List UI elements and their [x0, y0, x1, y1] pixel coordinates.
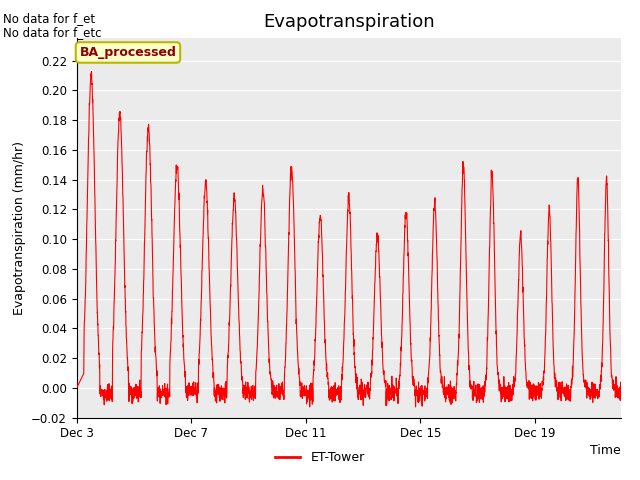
Title: Evapotranspiration: Evapotranspiration [263, 13, 435, 31]
Text: No data for f_et: No data for f_et [3, 12, 95, 25]
Text: No data for f_etc: No data for f_etc [3, 26, 102, 39]
Text: Time: Time [590, 444, 621, 457]
Y-axis label: Evapotranspiration (mm/hr): Evapotranspiration (mm/hr) [13, 141, 26, 315]
Text: BA_processed: BA_processed [79, 46, 177, 59]
Legend: ET-Tower: ET-Tower [270, 446, 370, 469]
